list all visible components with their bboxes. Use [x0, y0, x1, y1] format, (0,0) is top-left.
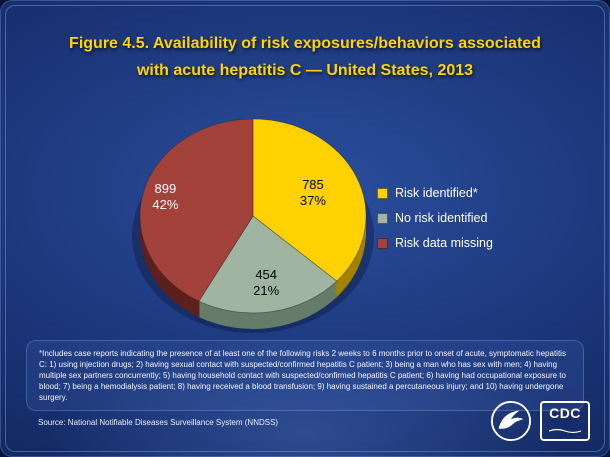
hhs-seal-icon	[490, 400, 532, 442]
legend-item-no-risk-identified: No risk identified	[377, 211, 493, 225]
pie-slice-0	[252, 118, 367, 282]
legend-swatch-no-risk-identified	[377, 212, 388, 224]
cdc-logo-swoosh-icon	[548, 428, 582, 433]
chart-legend: Risk identified* No risk identified Risk…	[377, 186, 493, 250]
pie-label-2: 899 42%	[152, 181, 178, 212]
cdc-logo-text: CDC	[549, 405, 581, 422]
legend-item-risk-identified: Risk identified*	[377, 186, 493, 200]
chart-title: Figure 4.5. Availability of risk exposur…	[69, 35, 541, 80]
pie-slice-1	[198, 215, 338, 314]
legend-swatch-risk-data-missing	[377, 237, 388, 249]
legend-label: Risk data missing	[395, 236, 493, 250]
source-text: Source: National Notifiable Diseases Sur…	[38, 418, 279, 427]
footnote-text: *Includes case reports indicating the pr…	[39, 349, 566, 402]
pie-slice-2	[139, 118, 254, 302]
legend-item-risk-data-missing: Risk data missing	[377, 236, 493, 250]
pie-label-1: 454 21%	[253, 267, 279, 298]
legend-swatch-risk-identified	[377, 187, 388, 199]
cdc-logo: CDC	[540, 401, 590, 441]
legend-label: Risk identified*	[395, 186, 478, 200]
legend-label: No risk identified	[395, 211, 488, 225]
pie-label-0: 785 37%	[300, 177, 326, 208]
agency-logos: CDC	[490, 400, 590, 442]
footnote-panel: *Includes case reports indicating the pr…	[26, 340, 584, 411]
